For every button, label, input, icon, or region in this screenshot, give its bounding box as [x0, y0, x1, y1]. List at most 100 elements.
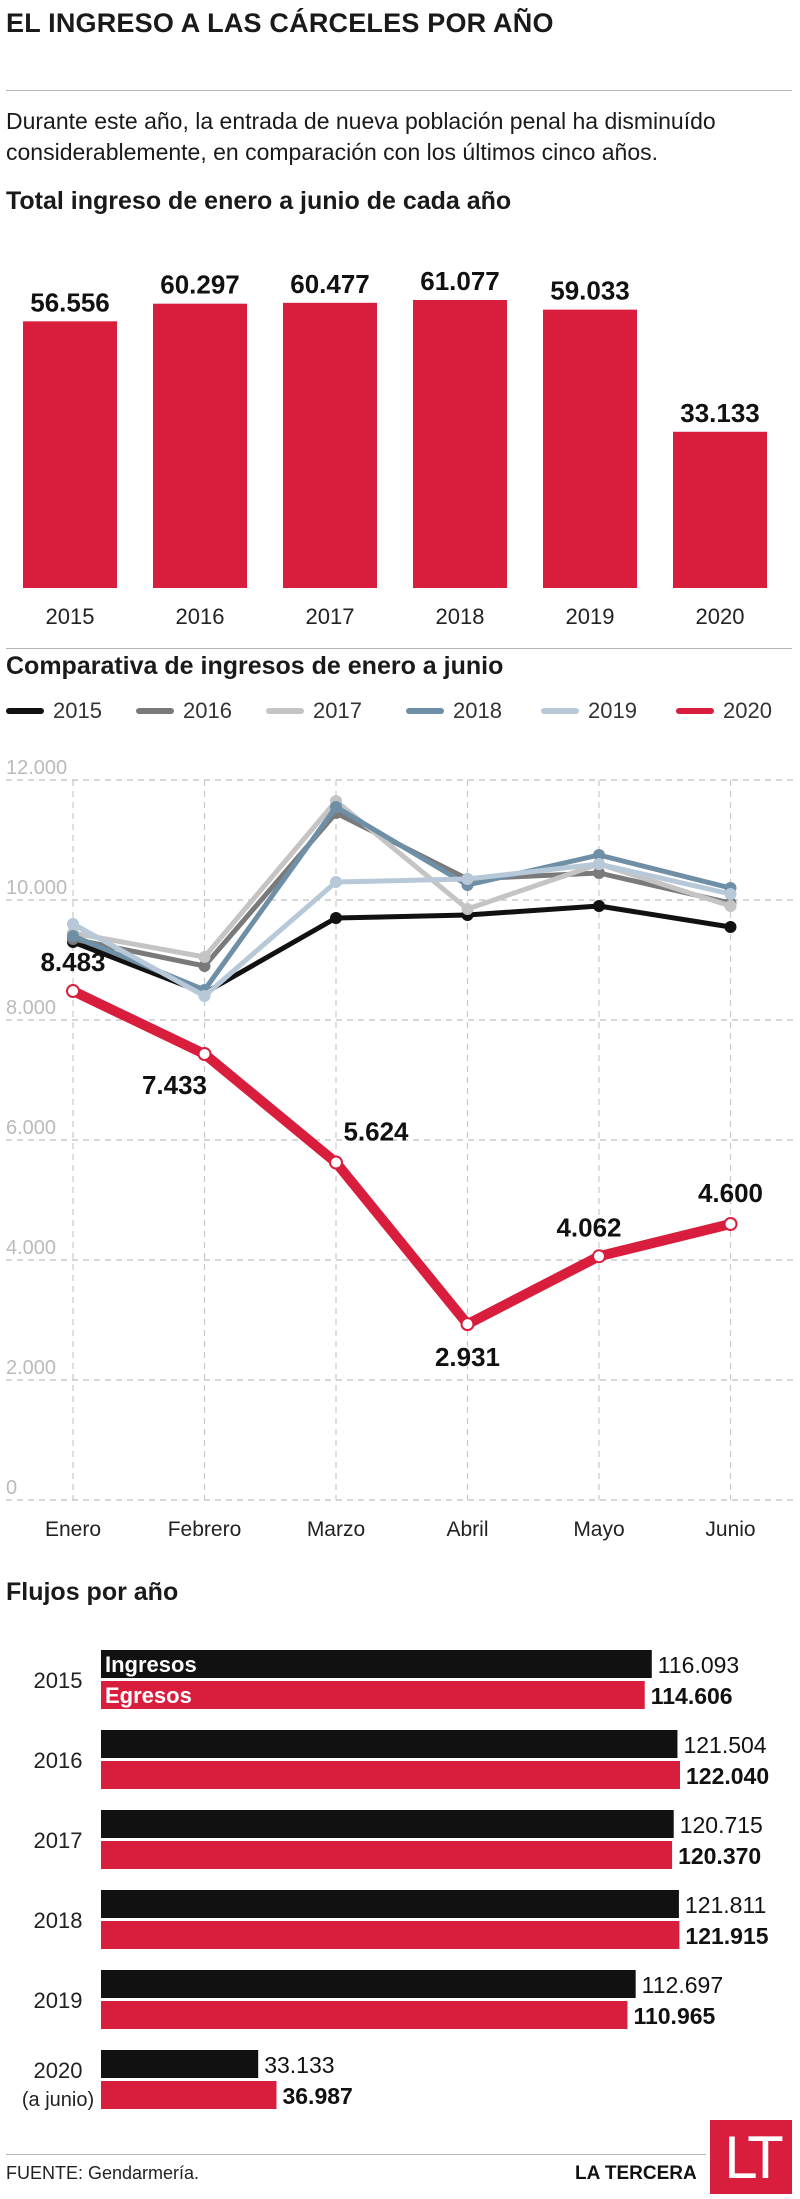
legend-item-2020: 2020 — [676, 694, 772, 728]
x-tick-label-Mayo: Mayo — [573, 1518, 624, 1541]
legend-label-2019: 2019 — [588, 698, 637, 723]
flow-bar-Egresos-2018 — [101, 1921, 680, 1949]
brand-name: LA TERCERA — [575, 2163, 697, 2184]
legend-swatch-2019 — [541, 708, 579, 714]
footer-divider — [6, 2154, 706, 2155]
flow-bar-Ingresos-2020 — [101, 2050, 259, 2078]
flow-bar-Ingresos-2018 — [101, 1890, 679, 1918]
bar-category-label-2019: 2019 — [566, 604, 615, 629]
section-divider — [6, 648, 792, 649]
flow-bar-Egresos-2015 — [101, 1681, 645, 1709]
flow-bar-Ingresos-2017 — [101, 1810, 674, 1838]
source-note: FUENTE: Gendarmería. — [6, 2163, 200, 2183]
legend-item-2015: 2015 — [6, 694, 102, 728]
legend-swatch-2015 — [6, 708, 44, 714]
y-tick-label-8000: 8.000 — [6, 997, 56, 1019]
point-2015-Mayo — [593, 900, 605, 912]
y-tick-label-10000: 10.000 — [6, 877, 67, 899]
point-2019-Marzo — [330, 876, 342, 888]
legend-swatch-2020 — [676, 708, 714, 714]
point-2020-Abril — [460, 1317, 475, 1332]
point-2019-Junio — [724, 888, 737, 900]
bar-2015 — [23, 321, 117, 588]
legend-label-2017: 2017 — [313, 698, 362, 723]
title-divider — [6, 90, 792, 91]
bar-2017 — [283, 302, 377, 588]
flow-value-Egresos-2015: 114.606 — [651, 1683, 733, 1709]
legend-label-2015: 2015 — [53, 698, 102, 723]
legend-swatch-2017 — [266, 708, 304, 714]
legend-label-2016: 2016 — [183, 698, 232, 723]
x-tick-label-Junio: Junio — [705, 1518, 755, 1541]
flow-series-label-Egresos: Egresos — [105, 1683, 192, 1708]
value-label-2020-Febrero: 7.433 — [142, 1070, 207, 1100]
bar-2018 — [413, 300, 507, 588]
series-line-2016 — [70, 810, 733, 969]
value-label-2020-Marzo: 5.624 — [343, 1117, 409, 1147]
point-2019-Mayo — [593, 858, 605, 870]
line-chart-legend: 2015 2016 2017 2018 2019 2020 — [6, 694, 796, 728]
la-tercera-logo: LT — [710, 2120, 792, 2194]
bar-category-label-2016: 2016 — [176, 604, 225, 629]
flow-value-Ingresos-2018: 121.811 — [685, 1892, 766, 1918]
flow-year-label-2020: 2020 — [34, 2058, 83, 2083]
point-2015-Marzo — [330, 912, 342, 924]
flow-bar-Egresos-2016 — [101, 1761, 680, 1789]
flow-value-Ingresos-2016: 121.504 — [683, 1732, 766, 1758]
bar-category-label-2015: 2015 — [46, 604, 95, 629]
flow-bar-Egresos-2017 — [101, 1841, 673, 1869]
series-line-2019 — [70, 861, 733, 999]
y-tick-label-6000: 6.000 — [6, 1117, 56, 1139]
flow-year-label-2016: 2016 — [34, 1748, 83, 1773]
flow-bar-Egresos-2019 — [101, 2001, 628, 2029]
intro-text: Durante este año, la entrada de nueva po… — [6, 108, 716, 165]
bar-value-label-2018: 61.077 — [420, 266, 500, 296]
flow-value-Egresos-2019: 110.965 — [633, 2003, 715, 2029]
flow-year-label-2018: 2018 — [34, 1908, 83, 1933]
flow-bar-Ingresos-2019 — [101, 1970, 636, 1998]
bar-value-label-2019: 59.033 — [550, 276, 630, 306]
yearly-flows-bar-chart: 2015 116.093 Ingresos 114.606 Egresos 2016 121… — [22, 1650, 769, 2111]
flow-bar-Ingresos-2015 — [101, 1650, 652, 1678]
x-tick-label-Abril: Abril — [446, 1518, 488, 1541]
x-tick-label-Enero: Enero — [45, 1518, 101, 1541]
legend-item-2017: 2017 — [266, 694, 362, 728]
flows-chart-title: Flujos por año — [6, 1578, 179, 1606]
bar-value-label-2020: 33.133 — [680, 398, 760, 428]
legend-label-2018: 2018 — [453, 698, 502, 723]
page-title: EL INGRESO A LAS CÁRCELES POR AÑO — [6, 8, 554, 38]
legend-label-2020: 2020 — [723, 698, 772, 723]
y-tick-label-12000: 12.000 — [6, 757, 67, 779]
point-2019-Febrero — [198, 990, 211, 1002]
point-2017-Febrero — [198, 951, 211, 963]
flow-value-Egresos-2018: 121.915 — [685, 1923, 768, 1949]
point-2020-Febrero — [197, 1047, 212, 1062]
bar-category-label-2018: 2018 — [436, 604, 485, 629]
bar-value-label-2015: 56.556 — [30, 287, 110, 317]
flow-value-Ingresos-2015: 116.093 — [658, 1652, 739, 1678]
flow-year-label-2015: 2015 — [34, 1668, 83, 1693]
bar-value-label-2016: 60.297 — [160, 270, 240, 300]
point-2018-Mayo — [593, 849, 605, 861]
point-2016-Mayo — [593, 867, 605, 879]
series-line-2018 — [70, 804, 733, 993]
value-label-2020-Abril: 2.931 — [435, 1342, 500, 1372]
y-tick-label-2000: 2.000 — [6, 1357, 56, 1379]
point-2020-Mayo — [592, 1249, 606, 1264]
flow-value-Ingresos-2020: 33.133 — [264, 2052, 334, 2078]
x-tick-label-Febrero: Febrero — [168, 1518, 242, 1541]
bar-value-label-2017: 60.477 — [290, 269, 370, 299]
point-2020-Junio — [723, 1217, 738, 1231]
legend-item-2018: 2018 — [406, 694, 502, 728]
legend-item-2019: 2019 — [541, 694, 637, 728]
point-2018-Marzo — [330, 801, 342, 813]
flow-value-Egresos-2016: 122.040 — [686, 1763, 769, 1789]
value-label-2020-Enero: 8.483 — [40, 947, 105, 977]
series-line-2020 — [68, 986, 736, 1330]
flow-bar-Ingresos-2016 — [101, 1730, 678, 1758]
flow-year-note-2020: (a junio) — [22, 2089, 94, 2111]
bar-category-label-2017: 2017 — [306, 604, 355, 629]
flow-value-Egresos-2017: 120.370 — [678, 1843, 761, 1869]
legend-item-2016: 2016 — [136, 694, 232, 728]
point-2019-Abril — [461, 873, 474, 885]
